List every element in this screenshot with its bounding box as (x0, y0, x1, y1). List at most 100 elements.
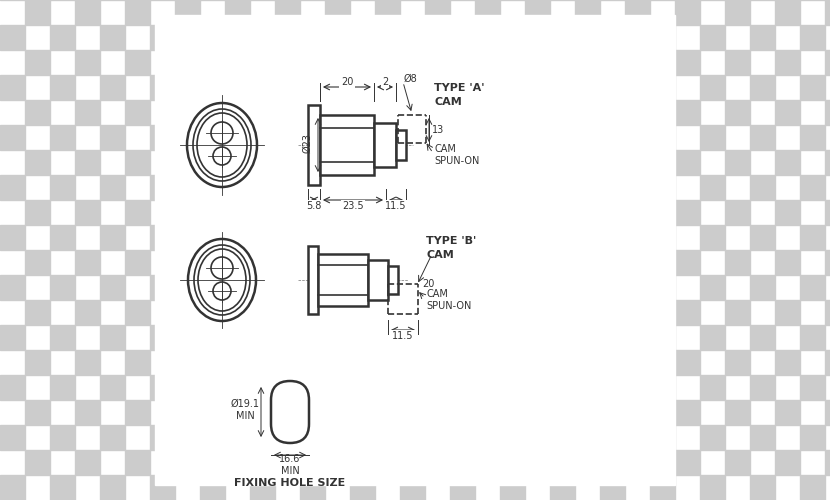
Bar (625, 350, 650, 375)
Text: CAM
SPUN-ON: CAM SPUN-ON (434, 144, 480, 166)
Bar (350, 25, 375, 50)
Bar (450, 125, 475, 150)
Bar (750, 75, 775, 100)
Bar (50, 375, 75, 400)
Bar (825, 400, 830, 425)
Bar (575, 0, 600, 25)
Bar (725, 50, 750, 75)
Bar (150, 25, 175, 50)
Bar (575, 250, 600, 275)
Bar (500, 275, 525, 300)
Bar (625, 250, 650, 275)
Bar (200, 75, 225, 100)
Bar (375, 0, 400, 25)
Bar (250, 175, 275, 200)
Bar (750, 25, 775, 50)
Bar (368, 260, 388, 300)
Circle shape (211, 122, 233, 144)
Bar (825, 100, 830, 125)
Bar (800, 225, 825, 250)
Bar (400, 375, 425, 400)
Bar (400, 225, 425, 250)
Bar (125, 200, 150, 225)
Bar (575, 300, 600, 325)
Bar (250, 375, 275, 400)
Ellipse shape (194, 245, 250, 315)
Bar (396, 130, 406, 160)
Bar (550, 25, 575, 50)
Bar (275, 150, 300, 175)
Circle shape (211, 257, 233, 279)
Bar (0, 175, 25, 200)
Bar (825, 200, 830, 225)
Bar (800, 425, 825, 450)
Bar (300, 475, 325, 500)
Bar (25, 450, 50, 475)
Bar (225, 250, 250, 275)
Ellipse shape (197, 113, 247, 177)
Bar (200, 375, 225, 400)
Bar (125, 450, 150, 475)
Bar (275, 100, 300, 125)
Bar (450, 75, 475, 100)
Bar (225, 350, 250, 375)
Bar (225, 150, 250, 175)
Bar (200, 225, 225, 250)
Bar (250, 425, 275, 450)
Bar (150, 325, 175, 350)
Ellipse shape (193, 109, 251, 181)
Bar (100, 475, 125, 500)
Bar (550, 375, 575, 400)
Bar (200, 325, 225, 350)
Bar (425, 300, 450, 325)
Bar (575, 200, 600, 225)
Bar (600, 125, 625, 150)
Bar (200, 25, 225, 50)
Bar (300, 25, 325, 50)
Bar (800, 25, 825, 50)
Bar (325, 250, 350, 275)
Bar (700, 75, 725, 100)
Bar (400, 475, 425, 500)
Bar (100, 125, 125, 150)
Bar (500, 125, 525, 150)
Bar (475, 0, 500, 25)
Bar (125, 300, 150, 325)
Bar (50, 425, 75, 450)
Bar (175, 100, 200, 125)
Bar (350, 325, 375, 350)
Bar (100, 175, 125, 200)
Bar (318, 254, 368, 306)
Bar (425, 400, 450, 425)
Bar (300, 75, 325, 100)
Bar (125, 0, 150, 25)
Bar (250, 325, 275, 350)
Bar (175, 400, 200, 425)
Bar (575, 450, 600, 475)
Circle shape (213, 147, 231, 165)
Bar (75, 400, 100, 425)
Bar (750, 125, 775, 150)
Bar (350, 375, 375, 400)
Bar (750, 425, 775, 450)
Bar (300, 325, 325, 350)
Bar (500, 225, 525, 250)
Bar (775, 0, 800, 25)
Bar (450, 325, 475, 350)
Bar (300, 175, 325, 200)
Bar (100, 25, 125, 50)
Bar (675, 0, 700, 25)
Bar (175, 50, 200, 75)
Bar (388, 266, 398, 294)
Bar (750, 475, 775, 500)
Bar (125, 250, 150, 275)
Bar (175, 150, 200, 175)
Bar (75, 0, 100, 25)
Bar (725, 250, 750, 275)
Bar (325, 150, 350, 175)
Bar (675, 150, 700, 175)
Bar (800, 175, 825, 200)
Bar (450, 425, 475, 450)
Bar (75, 250, 100, 275)
Bar (50, 325, 75, 350)
